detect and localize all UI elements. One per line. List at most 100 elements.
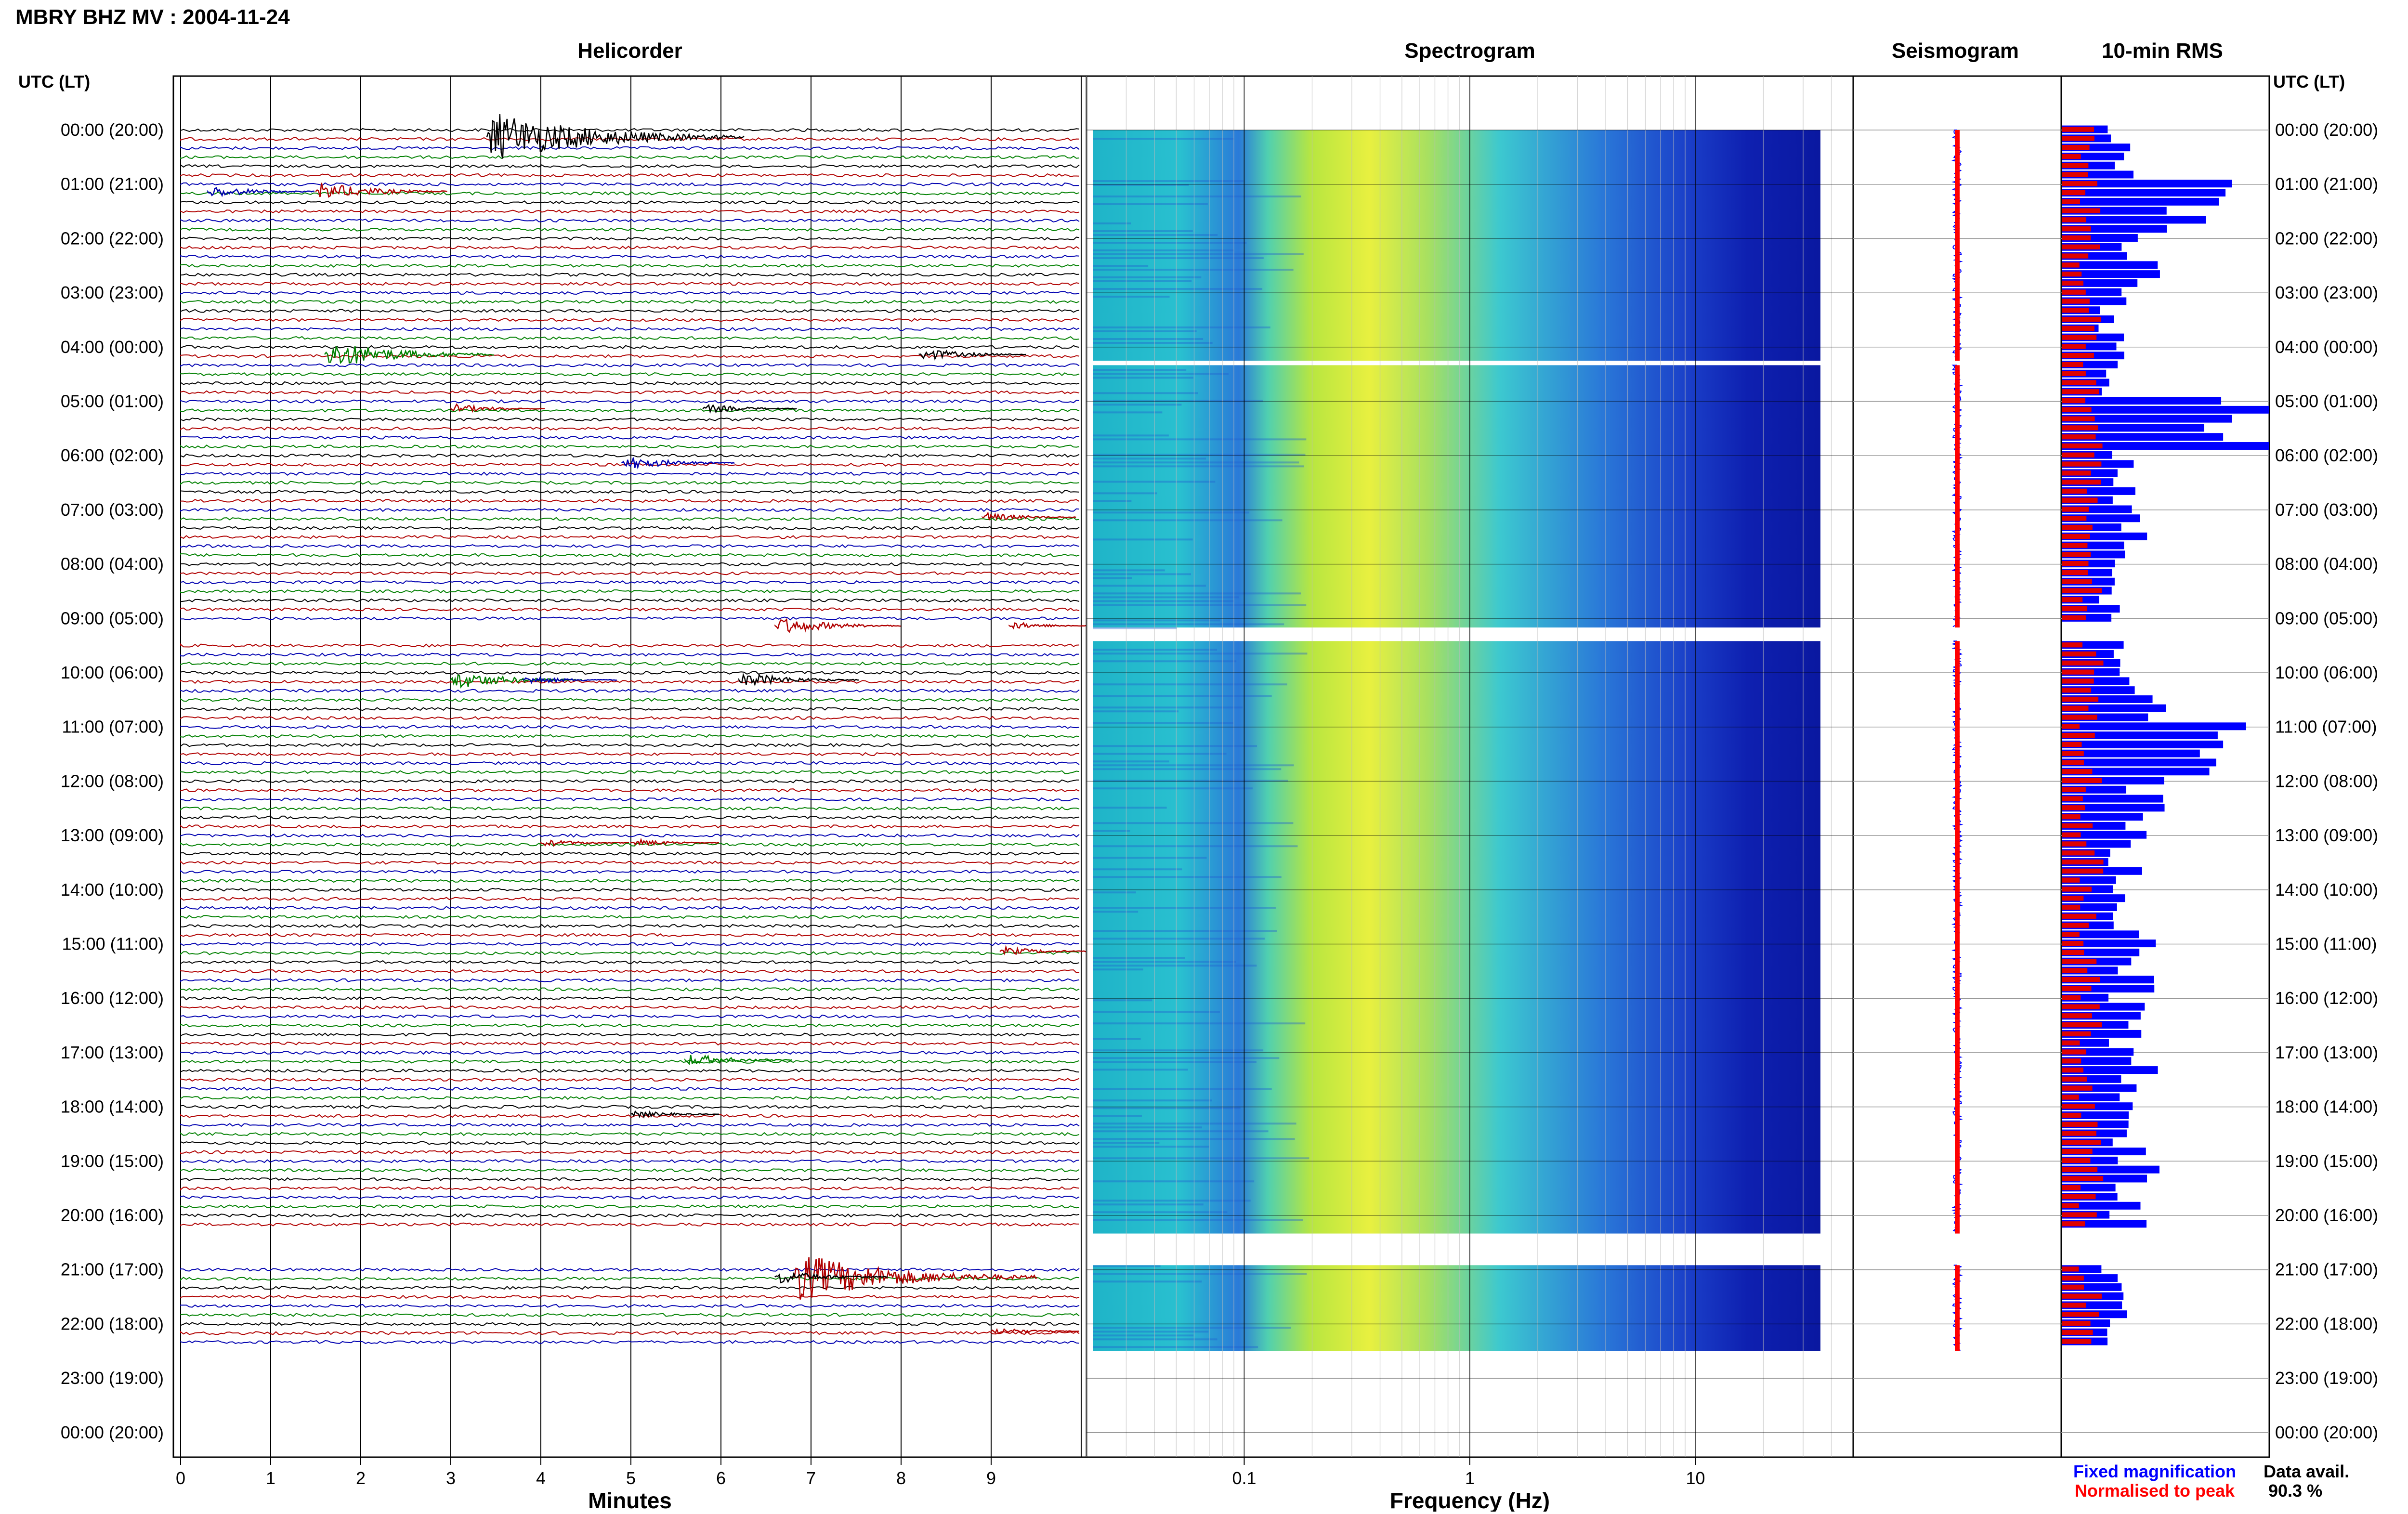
rms-bar-normalised xyxy=(2062,751,2084,756)
rms-bar-normalised xyxy=(2062,398,2086,404)
rms-bar-normalised xyxy=(2062,208,2101,213)
time-label-right: 20:00 (16:00) xyxy=(2275,1205,2378,1225)
rms-bar-normalised xyxy=(2062,787,2086,792)
rms-bar-normalised xyxy=(2062,696,2099,702)
time-label-right: 17:00 (13:00) xyxy=(2275,1043,2378,1062)
helicorder-trace xyxy=(180,309,1080,313)
rms-bar-normalised xyxy=(2062,561,2089,566)
spectrogram-stripe xyxy=(1093,1122,1296,1125)
panel-title-helicorder: Helicorder xyxy=(577,39,682,63)
rms-bar-normalised xyxy=(2062,868,2104,874)
rms-bars xyxy=(2062,125,2269,1345)
spectrogram-stripe xyxy=(1093,938,1265,940)
rms-bar-normalised xyxy=(2062,859,2104,865)
panel-title-rms: 10-min RMS xyxy=(2102,39,2223,63)
rms-bar-normalised xyxy=(2062,144,2090,150)
time-label-right: 00:00 (20:00) xyxy=(2275,120,2378,140)
time-label-right: 11:00 (07:00) xyxy=(2275,717,2377,737)
spectrogram-stripe xyxy=(1093,876,1282,878)
rms-bar-fixed xyxy=(2062,722,2246,731)
helicorder-trace xyxy=(180,327,1080,331)
spectrogram-stripe xyxy=(1093,500,1132,502)
spectrogram-band xyxy=(1093,365,1820,628)
rms-bar-normalised xyxy=(2062,1040,2080,1045)
rms-bar-normalised xyxy=(2062,335,2097,340)
helicorder-trace xyxy=(180,363,1080,367)
rms-bar-normalised xyxy=(2062,1185,2081,1190)
helicorder-trace xyxy=(180,1059,1080,1064)
spectrogram-stripe xyxy=(1093,592,1301,595)
helicorder-trace xyxy=(180,833,1080,838)
helicorder-trace xyxy=(180,842,1080,847)
rms-bar-normalised xyxy=(2062,1320,2091,1326)
rms-bar-normalised xyxy=(2062,805,2085,810)
helicorder-trace xyxy=(180,182,1080,186)
rms-bar-normalised xyxy=(2062,371,2086,376)
helicorder-trace xyxy=(180,598,1080,602)
time-label-right: 22:00 (18:00) xyxy=(2275,1314,2378,1333)
time-label-right: 03:00 (23:00) xyxy=(2275,283,2378,302)
spectrogram-stripe xyxy=(1093,369,1187,371)
rms-bar-normalised xyxy=(2062,896,2084,901)
rms-bar-normalised xyxy=(2062,715,2097,720)
seismogram-trace-normalised xyxy=(1955,641,1960,1234)
spectrogram-stripe xyxy=(1093,706,1243,709)
spectrogram-stripe xyxy=(1093,461,1299,464)
spectrogram-stripe xyxy=(1093,492,1157,495)
rms-bar-normalised xyxy=(2062,679,2094,684)
rms-bar-normalised xyxy=(2062,687,2092,693)
helicorder-trace xyxy=(180,1096,1080,1100)
spectrogram-stripe xyxy=(1093,760,1169,763)
helicorder-xlabel: Minutes xyxy=(588,1488,672,1512)
rms-bar-normalised xyxy=(2062,1104,2095,1109)
spectrogram-stripe xyxy=(1093,1334,1194,1337)
time-labels-right: 00:00 (20:00) 01:00 (21:00) 02:00 (22:00) 0… xyxy=(2275,120,2378,1442)
helicorder-tick-label: 4 xyxy=(536,1468,546,1488)
helicorder-trace xyxy=(180,1186,1080,1191)
rms-bar-normalised xyxy=(2062,452,2094,457)
rms-bar-normalised xyxy=(2062,1212,2097,1217)
rms-bar-normalised xyxy=(2062,235,2091,241)
time-axis-header-left: UTC (LT) xyxy=(18,72,90,91)
spectrogram-band xyxy=(1093,641,1820,1234)
panel-title-spectrogram: Spectrogram xyxy=(1404,39,1535,63)
helicorder-trace xyxy=(180,490,1080,494)
spectrogram-stripe xyxy=(1093,868,1182,871)
spectrogram-stripe xyxy=(1093,242,1247,244)
helicorder-event xyxy=(621,457,735,470)
spectrogram-stripe xyxy=(1093,907,1276,909)
helicorder-event xyxy=(999,944,1094,955)
rms-bar-fixed xyxy=(2062,397,2222,405)
rms-bar-fixed xyxy=(2062,216,2206,224)
time-label-left: 20:00 (16:00) xyxy=(61,1205,164,1225)
helicorder-event xyxy=(990,1328,1080,1334)
time-label-left: 06:00 (02:00) xyxy=(61,445,164,465)
helicorder-trace xyxy=(180,1078,1080,1082)
helicorder-trace xyxy=(180,643,1080,648)
helicorder-trace xyxy=(180,797,1080,802)
spectrogram-stripe xyxy=(1093,577,1132,579)
helicorder-trace xyxy=(180,336,1080,340)
helicorder-trace xyxy=(180,444,1080,449)
spectrogram-stripe xyxy=(1093,1069,1188,1071)
helicorder-trace xyxy=(180,209,1080,214)
rms-bar-normalised xyxy=(2062,1221,2085,1227)
helicorder-trace xyxy=(180,1304,1080,1308)
rms-bar-normalised xyxy=(2062,507,2089,512)
time-label-left: 05:00 (01:00) xyxy=(61,392,164,411)
helicorder-grid xyxy=(180,76,1082,1457)
rms-bar-normalised xyxy=(2062,280,2084,286)
rms-bar-normalised xyxy=(2062,516,2087,521)
rms-bar-normalised xyxy=(2062,796,2083,801)
time-label-left: 13:00 (09:00) xyxy=(61,825,164,845)
helicorder-trace xyxy=(180,498,1080,503)
time-label-right: 14:00 (10:00) xyxy=(2275,880,2378,900)
time-label-right: 21:00 (17:00) xyxy=(2275,1260,2378,1279)
time-label-left: 02:00 (22:00) xyxy=(61,228,164,248)
time-label-right: 04:00 (00:00) xyxy=(2275,337,2378,357)
spectrogram-stripe xyxy=(1093,600,1234,602)
rms-bar-normalised xyxy=(2062,362,2083,367)
helicorder-trace xyxy=(180,553,1080,557)
rms-bar-normalised xyxy=(2062,1330,2093,1335)
rms-bar-fixed xyxy=(2062,261,2158,269)
